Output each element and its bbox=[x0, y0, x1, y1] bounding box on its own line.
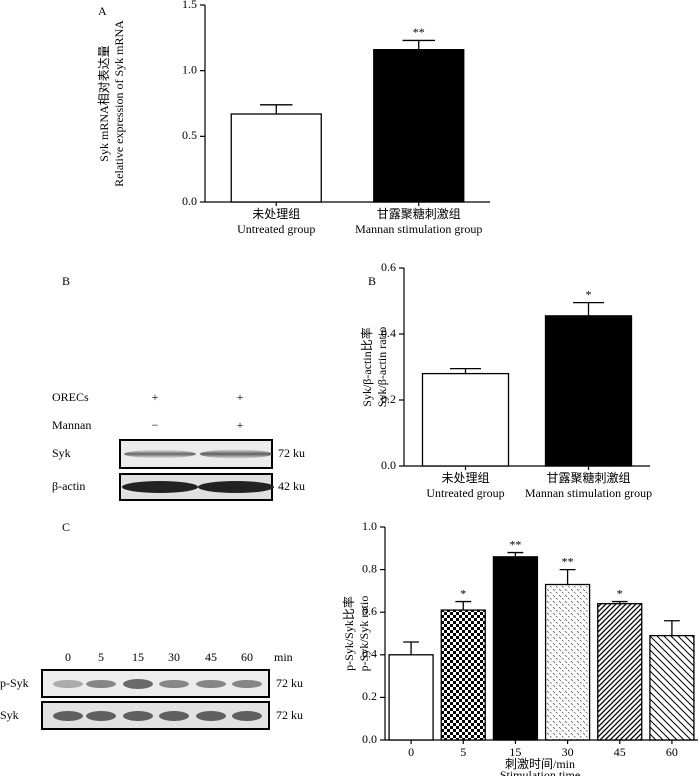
blot-size-label: 72 ku bbox=[276, 676, 303, 690]
blot-band bbox=[196, 711, 226, 721]
blot-lane-label: 60 bbox=[241, 650, 253, 664]
y-tick-label: 0.2 bbox=[381, 392, 396, 406]
blot-band bbox=[53, 680, 83, 688]
blot-lane-label: 15 bbox=[132, 650, 144, 664]
y-tick-label: 0.4 bbox=[381, 326, 396, 340]
blot-row-label: ORECs bbox=[52, 390, 89, 404]
blot-lane-sign: + bbox=[237, 390, 244, 404]
x-tick-label: 0 bbox=[408, 745, 414, 759]
x-tick-label: 未处理组 bbox=[252, 207, 300, 221]
y-tick-label: 0.6 bbox=[381, 260, 396, 274]
blot-size-label: 72 ku bbox=[278, 446, 305, 460]
blot-lane-sign: − bbox=[152, 418, 159, 432]
blot-band bbox=[196, 680, 226, 688]
blot-band bbox=[232, 711, 262, 721]
blot-band bbox=[86, 711, 116, 721]
blot-lane-sign: + bbox=[152, 390, 159, 404]
significance-label: ** bbox=[413, 25, 425, 39]
blot-band bbox=[232, 680, 262, 688]
x-tick-label: 甘露聚糖刺激组 bbox=[377, 206, 461, 221]
blot-lane-label: 0 bbox=[65, 650, 71, 664]
y-tick-label: 0.0 bbox=[182, 194, 197, 208]
blot-band bbox=[123, 711, 153, 721]
blot-band-label: β-actin bbox=[52, 479, 85, 493]
y-axis-label: Relative expression of Syk mRNA bbox=[112, 20, 126, 187]
blot-size-label: 72 ku bbox=[276, 708, 303, 722]
blot-band bbox=[122, 481, 198, 493]
x-tick-label: Untreated group bbox=[237, 222, 315, 236]
blot-band-label: p-Syk bbox=[0, 676, 29, 690]
bar bbox=[440, 609, 486, 741]
bar bbox=[492, 556, 539, 741]
significance-label: ** bbox=[509, 537, 521, 551]
blot-band bbox=[159, 680, 189, 688]
x-tick-label: 15 bbox=[509, 745, 521, 759]
y-tick-label: 0.0 bbox=[381, 458, 396, 472]
y-tick-label: 0.0 bbox=[362, 732, 377, 746]
x-tick-label: 甘露聚糖刺激组 bbox=[546, 470, 630, 485]
x-tick-label: Mannan stimulation group bbox=[355, 222, 482, 236]
blot-band bbox=[198, 481, 274, 493]
blot-band bbox=[53, 711, 83, 721]
y-tick-label: 0.6 bbox=[362, 604, 377, 618]
bar bbox=[597, 603, 643, 741]
bar bbox=[544, 583, 591, 741]
x-tick-label: Untreated group bbox=[426, 486, 504, 500]
significance-label: * bbox=[617, 586, 623, 600]
panel-label: C bbox=[62, 520, 70, 534]
significance-label: * bbox=[460, 586, 466, 600]
y-axis-label: p-Syk/Syk ratio bbox=[357, 596, 371, 672]
western-blots bbox=[41, 439, 274, 730]
blot-row-label: Mannan bbox=[52, 418, 91, 432]
blot-band-label: Syk bbox=[52, 446, 71, 460]
y-tick-label: 0.8 bbox=[362, 561, 377, 575]
blot-band bbox=[123, 679, 153, 689]
panel-label: B bbox=[368, 274, 376, 288]
x-tick-label: 45 bbox=[614, 745, 626, 759]
y-axis-label: Syk/β-actin ratio bbox=[375, 327, 389, 407]
bar bbox=[373, 49, 465, 203]
blot-lane-label: 45 bbox=[205, 650, 217, 664]
y-axis-label: Syk/β-actin比率 bbox=[359, 327, 374, 406]
bar bbox=[230, 113, 322, 203]
blot-frame bbox=[41, 669, 270, 698]
blot-unit-label: min bbox=[274, 650, 293, 664]
x-tick-label: 5 bbox=[460, 745, 466, 759]
x-tick-label: 60 bbox=[666, 745, 678, 759]
blot-band bbox=[86, 680, 116, 688]
panel-label: A bbox=[98, 4, 107, 18]
blot-band bbox=[200, 449, 272, 459]
y-axis-label: Syk mRNA相对表达量 bbox=[97, 45, 111, 161]
blot-lane-label: 30 bbox=[168, 650, 180, 664]
blot-band bbox=[124, 450, 196, 458]
blot-band-label: Syk bbox=[0, 708, 19, 722]
x-axis-label: 刺激时间/min bbox=[505, 757, 575, 771]
y-tick-label: 1.0 bbox=[182, 62, 197, 76]
y-tick-label: 1.0 bbox=[362, 519, 377, 533]
y-tick-label: 0.5 bbox=[182, 128, 197, 142]
significance-label: * bbox=[586, 287, 592, 301]
bar bbox=[544, 315, 633, 467]
y-tick-label: 0.4 bbox=[362, 647, 377, 661]
x-tick-label: Mannan stimulation group bbox=[525, 486, 652, 500]
blot-size-label: 42 ku bbox=[278, 479, 305, 493]
y-tick-label: 0.2 bbox=[362, 689, 377, 703]
blot-lane-label: 5 bbox=[98, 650, 104, 664]
bar bbox=[388, 654, 434, 741]
panel-label: B bbox=[62, 274, 70, 288]
bar bbox=[421, 372, 510, 467]
blot-lane-sign: + bbox=[237, 418, 244, 432]
blot-band bbox=[159, 711, 189, 721]
y-axis-label: p-Syk/Syk比率 bbox=[341, 596, 356, 671]
x-tick-label: 未处理组 bbox=[441, 471, 489, 485]
y-tick-label: 1.5 bbox=[182, 0, 197, 11]
x-axis-label: Stimulation time bbox=[500, 768, 580, 776]
x-tick-label: 30 bbox=[562, 745, 574, 759]
bar bbox=[649, 634, 695, 741]
significance-label: ** bbox=[562, 554, 574, 568]
